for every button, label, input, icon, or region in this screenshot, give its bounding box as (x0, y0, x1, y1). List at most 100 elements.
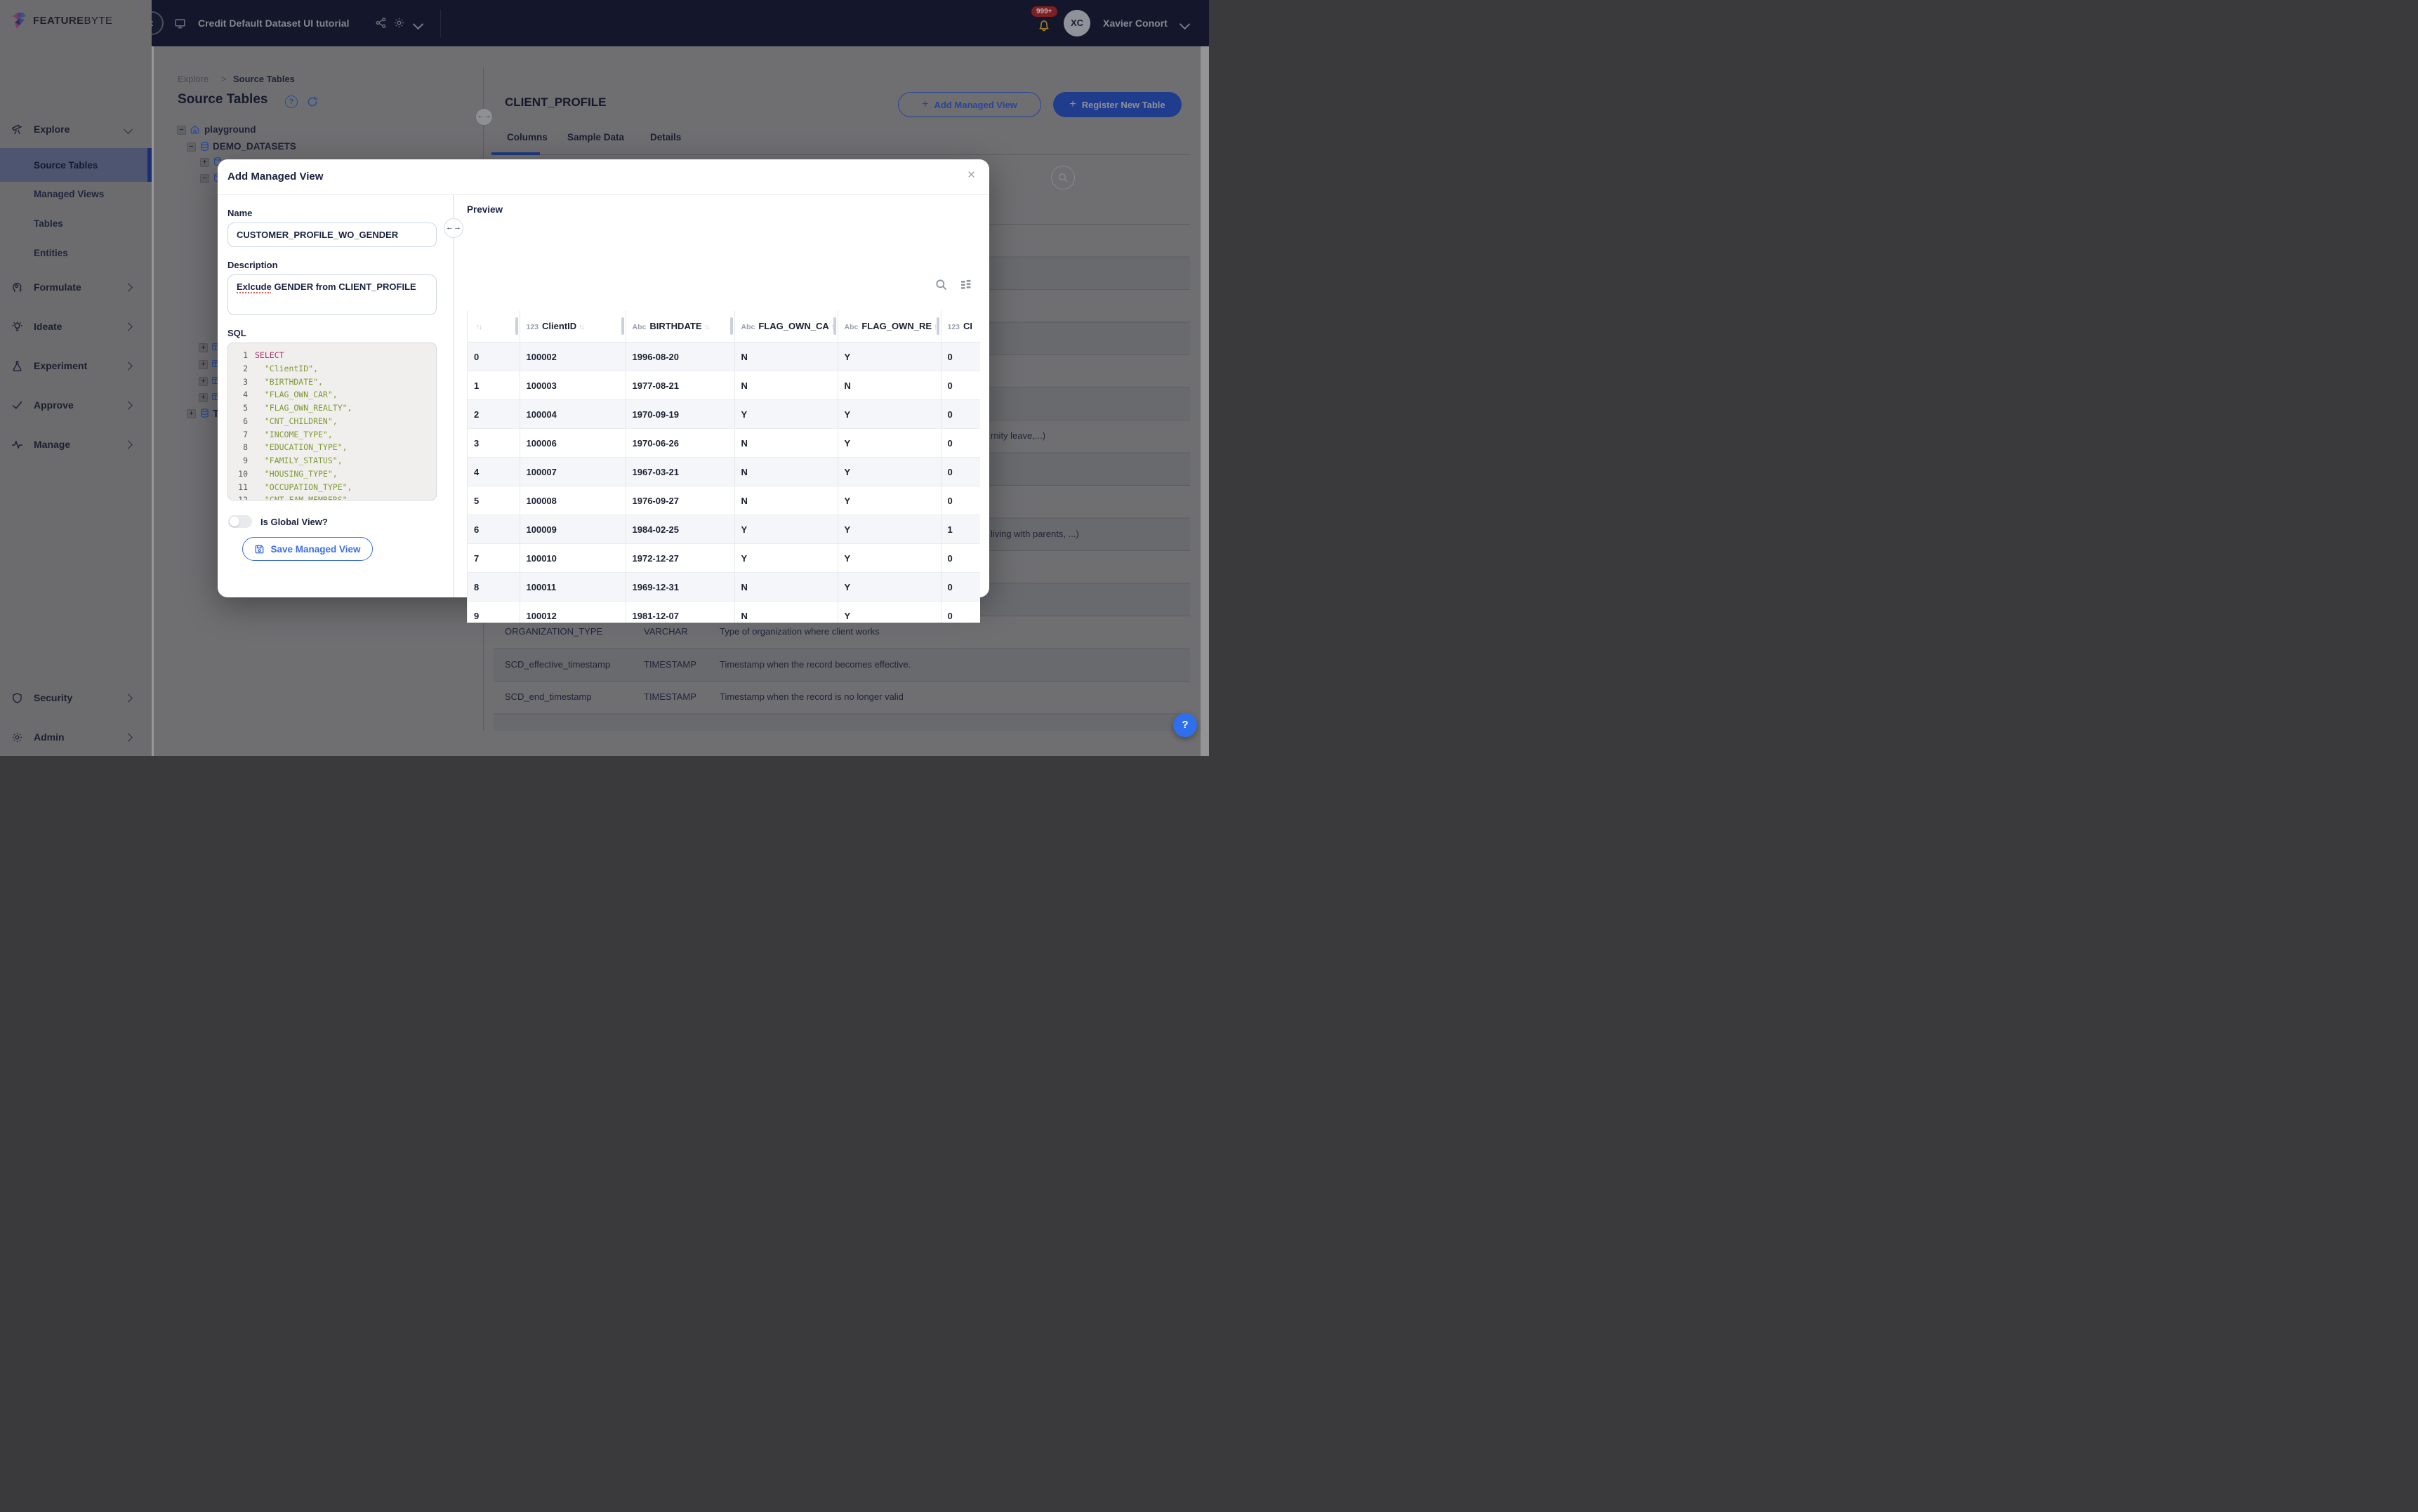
tree-expand-icon[interactable]: + (199, 377, 208, 386)
tree-collapse-playground[interactable]: − (177, 126, 186, 135)
tree-collapse-demo-datasets[interactable]: − (187, 142, 196, 152)
cell: 1970-06-26 (626, 429, 734, 458)
column-resize-handle[interactable] (515, 317, 518, 335)
sql-code: "OCCUPATION_TYPE", (255, 481, 352, 494)
sql-code: "EDUCATION_TYPE", (255, 441, 348, 454)
sidebar-item-approve[interactable]: Approve (0, 390, 152, 420)
tree-expand-icon[interactable]: + (199, 393, 208, 402)
chevron-down-icon[interactable] (414, 20, 422, 28)
cell: Y (838, 429, 941, 458)
column-description-fragment: rnity leave,...) (991, 420, 1045, 453)
refresh-icon[interactable] (306, 95, 319, 108)
cell: Y (838, 486, 941, 515)
tree-expand-icon[interactable]: + (199, 360, 208, 369)
preview-col-clientid[interactable]: 123ClientID↑↓ (520, 310, 626, 343)
avatar[interactable]: XC (1064, 10, 1090, 37)
chevron-right-icon (124, 401, 133, 410)
sql-line: 5 "FLAG_OWN_REALTY", (235, 402, 429, 415)
help-icon[interactable]: ? (285, 95, 298, 108)
user-name[interactable]: Xavier Conort (1103, 0, 1168, 46)
breadcrumb-explore[interactable]: Explore (178, 74, 209, 84)
tab-details[interactable]: Details (650, 132, 681, 142)
breadcrumb-separator: > (221, 74, 227, 84)
activity-icon (11, 439, 23, 451)
sql-line: 10 "HOUSING_TYPE", (235, 467, 429, 481)
logo[interactable]: FEATUREBYTE (11, 11, 112, 29)
column-list-icon[interactable] (959, 278, 972, 291)
share-icon[interactable] (375, 17, 387, 29)
gear-icon[interactable] (393, 17, 405, 29)
close-icon[interactable]: × (967, 168, 975, 183)
preview-col-flag-own-realty[interactable]: AbcFLAG_OWN_RE↑↓ (838, 310, 941, 343)
cell: 100010 (520, 544, 626, 573)
column-description: Timestamp when the record is no longer v… (720, 681, 904, 714)
tab-strip-divider (540, 154, 1190, 155)
save-icon (254, 544, 265, 555)
register-new-table-button[interactable]: + Register New Table (1053, 92, 1182, 117)
database-icon (199, 141, 210, 152)
sql-code: "BIRTHDATE", (255, 376, 323, 389)
chevron-down-icon[interactable] (1181, 20, 1189, 28)
sidebar-item-ideate[interactable]: Ideate (0, 312, 152, 341)
line-number: 4 (235, 388, 248, 402)
line-number: 11 (235, 481, 248, 494)
toggle-label: Is Global View? (260, 517, 328, 527)
tree-expand-icon[interactable]: + (200, 158, 209, 167)
add-managed-view-button[interactable]: + Add Managed View (898, 92, 1041, 117)
tab-sample-data[interactable]: Sample Data (567, 132, 624, 142)
column-resize-handle[interactable] (833, 317, 836, 335)
preview-col-index[interactable]: ↑↓ (468, 310, 520, 343)
sidebar-item-formulate[interactable]: Formulate (0, 272, 152, 302)
sql-line: 9 "FAMILY_STATUS", (235, 454, 429, 467)
sql-code: SELECT (255, 349, 284, 362)
cell: N (734, 573, 838, 602)
table-row: 71000101972-12-27YY0 (468, 544, 980, 573)
sidebar-item-tables[interactable]: Tables (0, 208, 152, 239)
tree-expand-icon[interactable]: + (187, 409, 196, 418)
sidebar-item-security[interactable]: Security (0, 683, 152, 712)
sidebar-item-explore[interactable]: Explore (0, 114, 152, 144)
gear-icon (11, 731, 23, 743)
name-input[interactable]: CUSTOMER_PROFILE_WO_GENDER (227, 223, 437, 247)
cell: 0 (941, 602, 980, 623)
save-managed-view-button[interactable]: Save Managed View (242, 537, 373, 561)
sidebar-item-experiment[interactable]: Experiment (0, 351, 152, 380)
sidebar-item-entities[interactable]: Entities (0, 237, 152, 268)
cell: N (734, 371, 838, 400)
column-resize-handle[interactable] (937, 317, 939, 335)
description-input[interactable]: Exlcude GENDER from CLIENT_PROFILE (227, 274, 437, 315)
preview-col-birthdate[interactable]: AbcBIRTHDATE↑↓ (626, 310, 734, 343)
preview-col-flag-own-car[interactable]: AbcFLAG_OWN_CA↑↓ (734, 310, 838, 343)
modal-resize-handle[interactable]: ←→ (444, 218, 463, 238)
tab-columns[interactable]: Columns (507, 132, 548, 142)
sidebar-item-manage[interactable]: Manage (0, 430, 152, 459)
tree-collapse-icon[interactable]: − (200, 174, 209, 183)
tree-expand-icon[interactable]: + (199, 343, 208, 352)
cell: 0 (941, 573, 980, 602)
column-resize-handle[interactable] (621, 317, 624, 335)
column-name: SCD_end_timestamp (505, 681, 592, 714)
modal-title: Add Managed View (227, 171, 323, 183)
panel-resize-handle[interactable]: ←→ (475, 108, 493, 126)
help-button[interactable]: ? (1173, 713, 1197, 737)
bell-icon[interactable] (1037, 18, 1051, 32)
tree-node-demo-datasets[interactable]: DEMO_DATASETS (213, 141, 296, 152)
sql-code: "ClientID", (255, 362, 318, 376)
table-row: 21000041970-09-19YY0 (468, 400, 980, 429)
plus-icon: + (1069, 98, 1076, 111)
row-index-cell: 7 (468, 544, 520, 573)
sidebar-item-admin[interactable]: Admin (0, 722, 152, 752)
column-resize-handle[interactable] (730, 317, 733, 335)
tree-node-playground[interactable]: playground (204, 124, 256, 135)
table-row: 81000111969-12-31NY0 (468, 573, 980, 602)
search-icon[interactable] (1051, 166, 1075, 190)
preview-col-truncated[interactable]: 123CI (941, 310, 980, 343)
sidebar-item-source-tables[interactable]: Source Tables (0, 148, 152, 182)
sql-line: 6 "CNT_CHILDREN", (235, 415, 429, 428)
sidebar-item-managed-views[interactable]: Managed Views (0, 178, 152, 209)
row-index-cell: 4 (468, 458, 520, 486)
page-scrollbar[interactable] (1201, 46, 1209, 756)
search-icon[interactable] (934, 278, 948, 291)
is-global-view-toggle[interactable] (228, 515, 252, 528)
row-index-cell: 5 (468, 486, 520, 515)
